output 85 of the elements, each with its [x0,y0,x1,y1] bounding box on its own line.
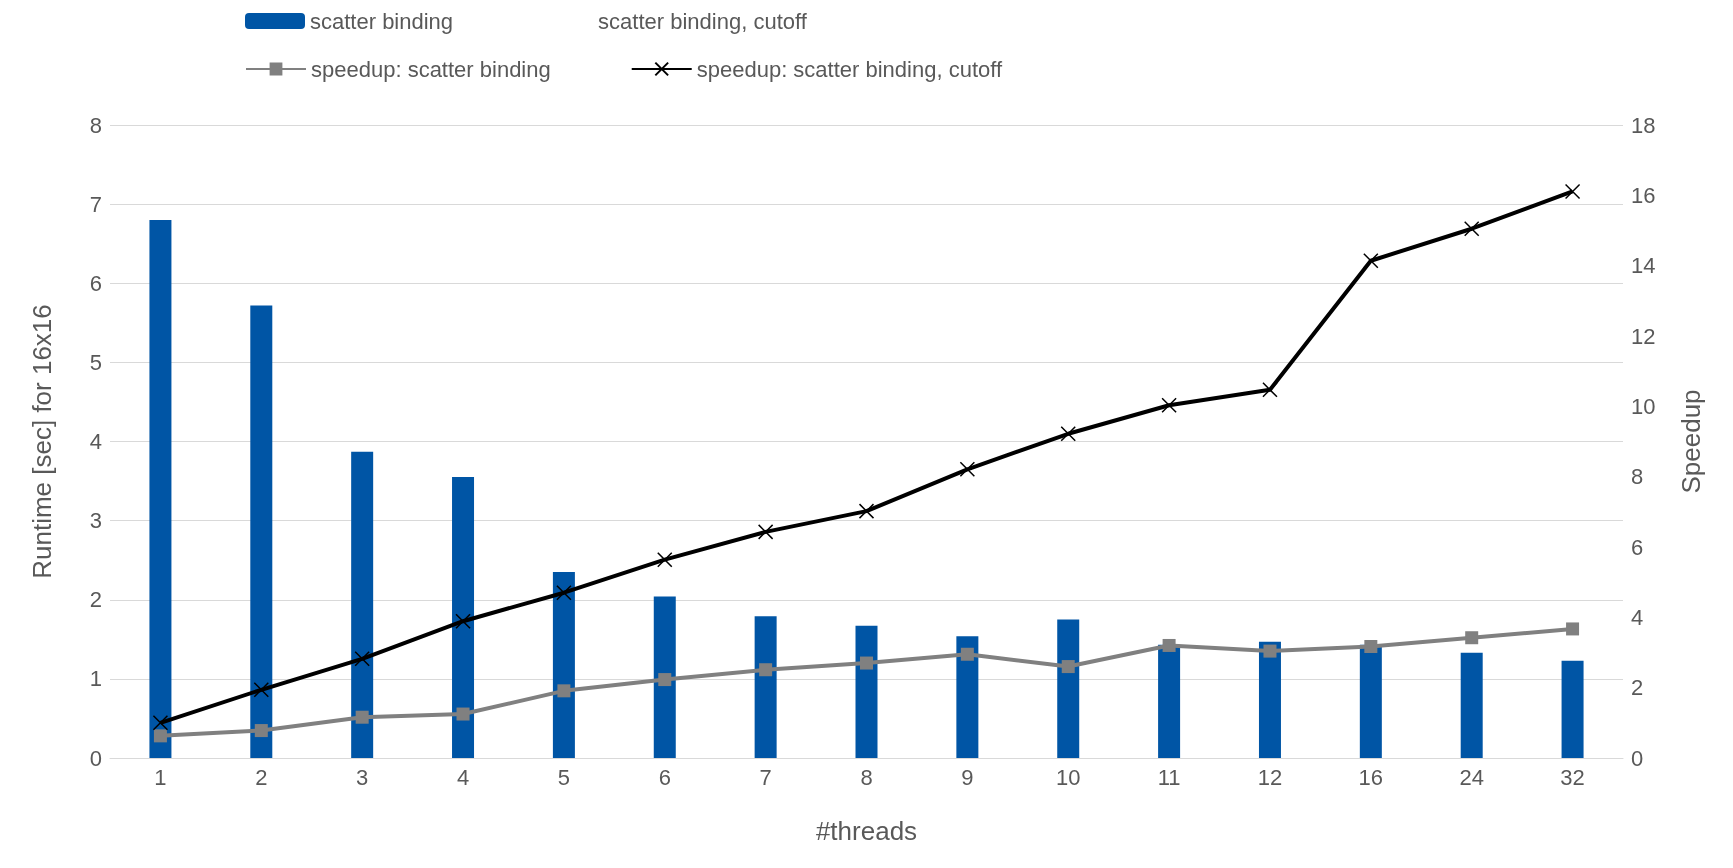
y2-tick-label: 12 [1631,323,1656,349]
point [1060,426,1076,442]
point [455,613,471,629]
bar [1158,644,1181,758]
point [858,503,875,519]
point [152,715,169,731]
point [657,551,673,568]
x-tick-label: 12 [1257,764,1283,790]
point [556,584,572,601]
bar [552,572,575,758]
bar [653,596,676,758]
x-tick-label: 9 [961,764,974,790]
x-tick-label: 32 [1560,764,1585,790]
y-tick-label: 3 [89,508,102,534]
point [1465,631,1479,645]
x-tick-label: 2 [255,764,268,790]
point [354,651,370,667]
y-tick-label: 0 [89,745,102,771]
bar [250,305,273,758]
y-axis-title: Runtime [sec] for 16x16 [27,304,57,579]
legend-label: scatter binding [310,8,454,34]
x-tick-label: 11 [1157,764,1181,790]
point [153,729,167,743]
y-tick-label: 1 [89,666,102,692]
point [254,724,268,738]
bar [956,636,979,758]
x-tick-label: 8 [860,764,873,790]
point [1061,660,1075,674]
point [1162,638,1176,652]
y2-tick-label: 18 [1631,112,1656,138]
y2-tick-label: 14 [1631,253,1656,279]
y2-tick-label: 6 [1631,534,1644,560]
point [1363,252,1379,269]
point [557,684,571,698]
x-tick-label: 1 [154,764,167,790]
text: scatter binding, cutoff [598,8,808,34]
point [1263,644,1277,658]
y2-tick-label: 8 [1631,464,1644,490]
point [960,647,974,661]
bar [149,219,172,758]
bar [1460,652,1483,758]
bar [1057,619,1080,758]
y-tick-label: 5 [89,349,102,375]
x-tick-label: 4 [456,764,470,790]
x-tick-label: 5 [557,764,571,790]
bar [754,616,777,758]
point [959,461,976,478]
y-tick-label: 7 [89,191,102,217]
y2-tick-label: 2 [1631,675,1644,701]
point [1566,622,1580,636]
point [860,656,873,670]
y2-tick-label: 10 [1631,393,1656,419]
point [658,673,672,687]
y2-tick-label: 4 [1631,604,1644,630]
point [759,663,773,677]
y2-axis-title: Speedup [1676,389,1706,494]
x-tick-label: 6 [658,764,671,790]
legend-label: speedup: scatter binding [311,56,551,82]
point [1364,640,1378,654]
y-tick-label: 6 [89,270,102,296]
y2-tick-label: 16 [1631,182,1656,208]
legend-label: speedup: scatter binding, cutoff [696,56,1003,82]
bar [1561,660,1584,758]
y-tick-label: 2 [89,587,102,613]
bar [351,451,374,758]
bar [855,625,878,758]
y-tick-label: 8 [89,112,102,138]
x-tick-label: 16 [1358,764,1384,790]
point [1262,382,1278,398]
x-axis-title: #threads [815,816,918,846]
bar [1258,641,1281,758]
point [253,682,270,698]
point [1564,183,1581,200]
y-tick-label: 4 [89,429,102,454]
y2-tick-label: 0 [1631,745,1644,771]
x-tick-label: 7 [759,764,772,790]
point [355,710,369,724]
x-tick-label: 10 [1055,764,1081,790]
point [1161,397,1177,414]
x-tick-label: 3 [356,764,369,790]
point [456,707,470,721]
point [1463,220,1480,237]
point [757,524,774,540]
x-tick-label: 24 [1459,764,1484,790]
bar [452,477,475,758]
